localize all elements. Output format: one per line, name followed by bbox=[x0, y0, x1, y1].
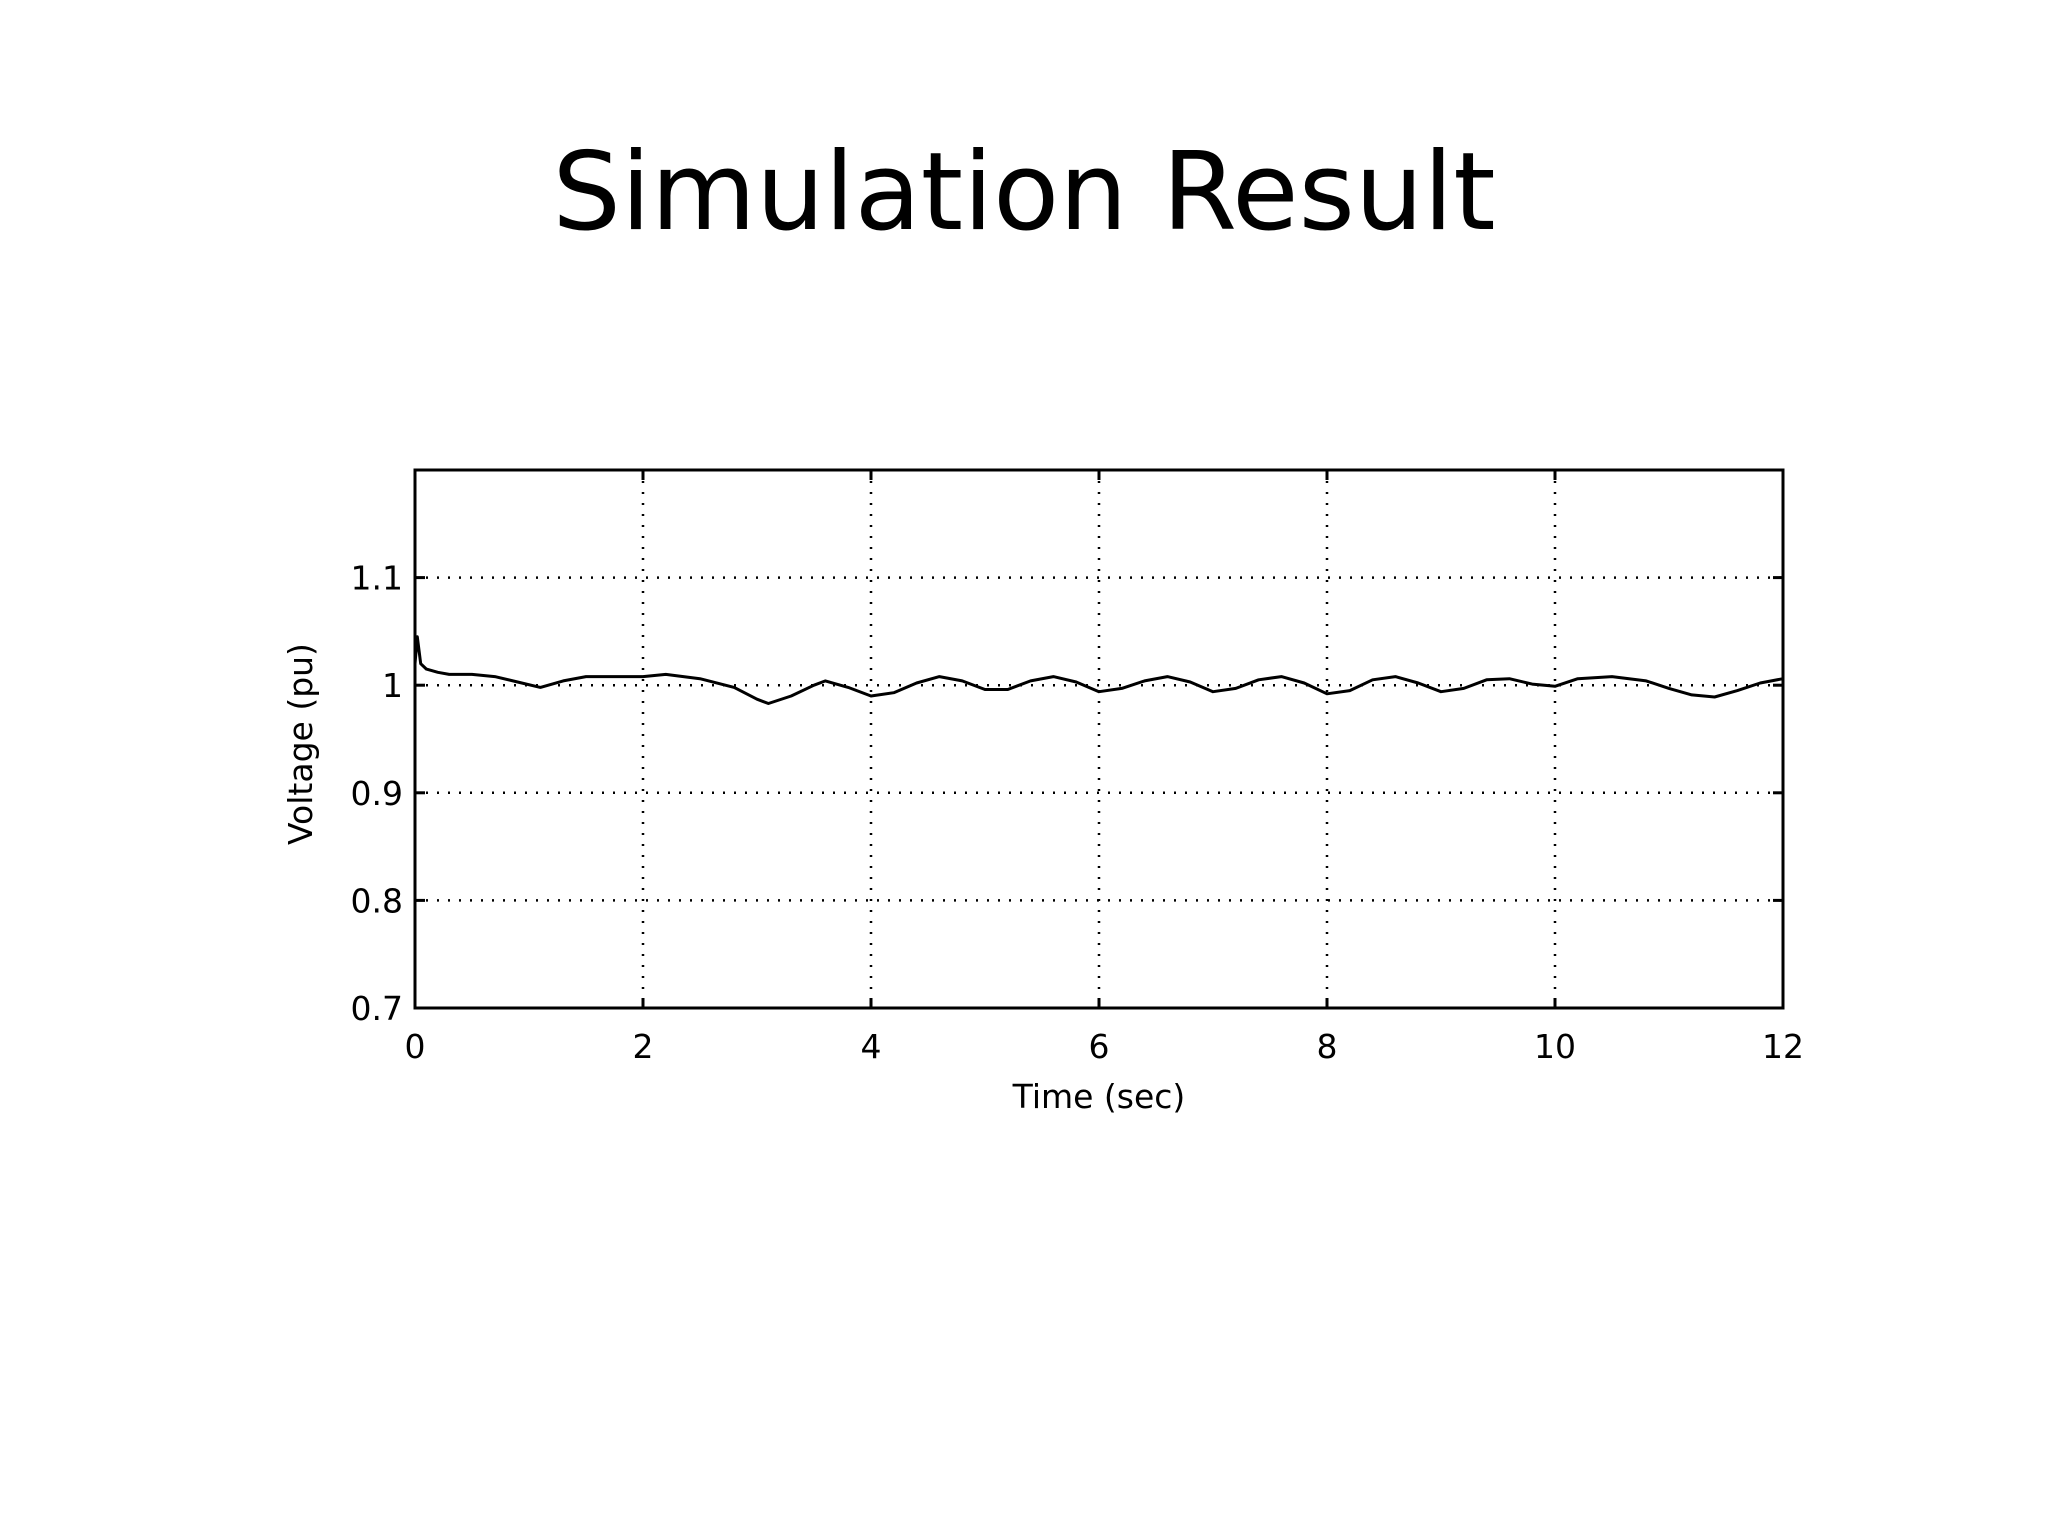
x-tick-label: 6 bbox=[1089, 1027, 1110, 1066]
y-tick-label: 0.8 bbox=[351, 881, 403, 920]
x-tick-label: 0 bbox=[405, 1027, 426, 1066]
axis-ticks bbox=[413, 470, 1785, 1010]
x-tick-label: 10 bbox=[1534, 1027, 1576, 1066]
y-tick-label: 1 bbox=[382, 666, 403, 705]
x-tick-label: 12 bbox=[1762, 1027, 1804, 1066]
tick-labels: 0 2 4 6 8 10 12 0.7 0.8 0.9 1 1.1 bbox=[351, 559, 1804, 1066]
grid-lines bbox=[415, 470, 1783, 1008]
series-line-voltage bbox=[413, 635, 1784, 705]
y-tick-label: 0.7 bbox=[351, 989, 403, 1028]
x-axis-label: Time (sec) bbox=[1012, 1077, 1186, 1116]
y-tick-label: 1.1 bbox=[351, 559, 403, 598]
y-axis-label: Voltage (pu) bbox=[281, 643, 320, 845]
x-tick-label: 4 bbox=[861, 1027, 882, 1066]
plot-frame bbox=[413, 468, 1785, 1010]
x-tick-label: 2 bbox=[633, 1027, 654, 1066]
slide-title: Simulation Result bbox=[552, 130, 1496, 255]
x-tick-label: 8 bbox=[1317, 1027, 1338, 1066]
y-tick-label: 0.9 bbox=[351, 774, 403, 813]
